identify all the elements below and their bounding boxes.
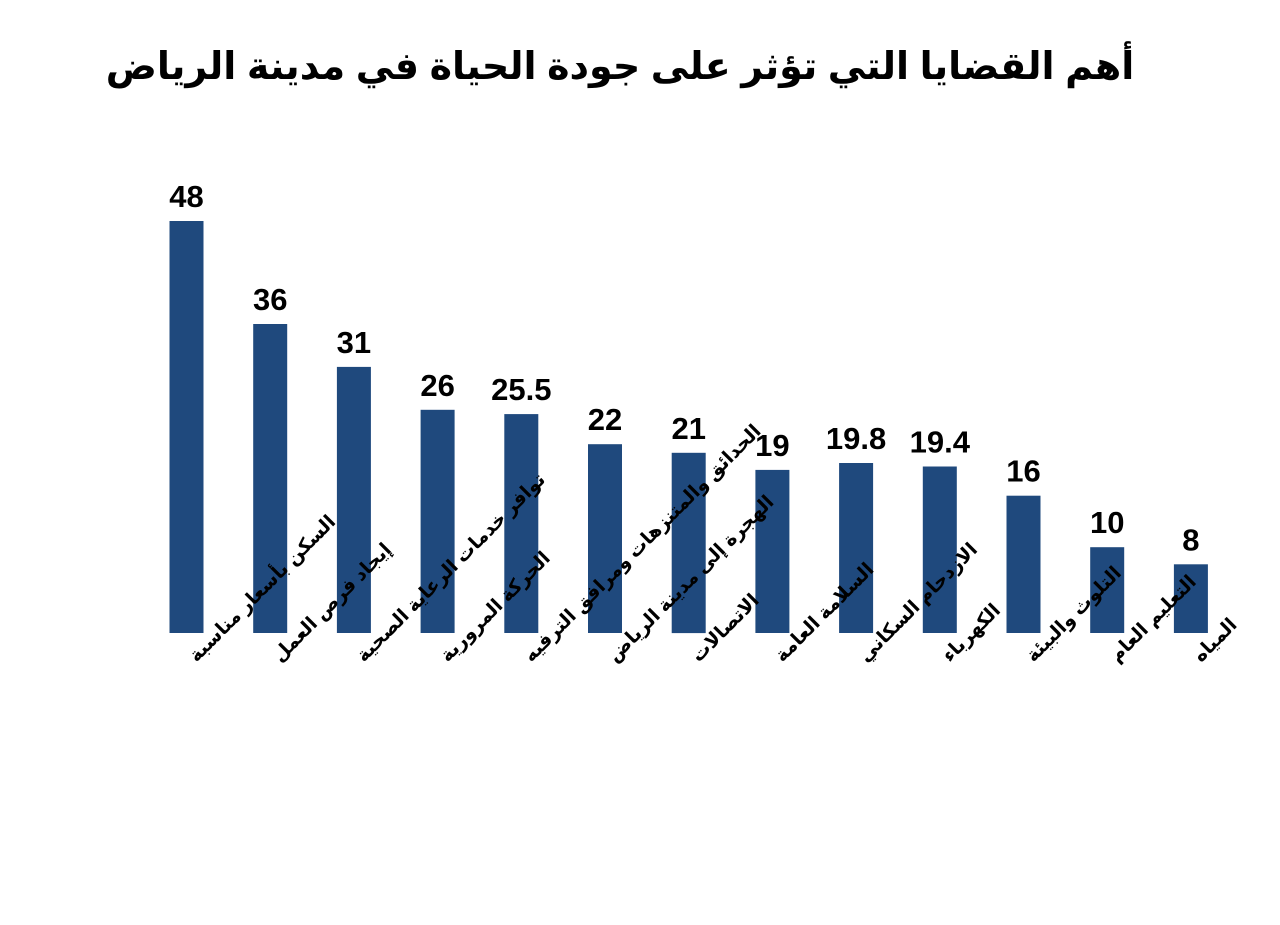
bar <box>1006 495 1041 633</box>
bar <box>504 414 539 633</box>
bar-value-label: 22 <box>588 402 622 437</box>
bar-value-label: 19.4 <box>910 425 971 460</box>
bar <box>1173 564 1208 633</box>
bar-value-label: 19 <box>755 428 789 463</box>
bar-value-label: 19.8 <box>826 421 886 456</box>
bar-value-label: 21 <box>671 411 705 446</box>
bar-value-label: 25.5 <box>491 372 551 407</box>
bar <box>839 463 874 633</box>
bar-value-label: 10 <box>1090 505 1124 540</box>
bar <box>922 466 957 633</box>
bar <box>253 324 288 633</box>
bar-value-label: 8 <box>1182 522 1199 557</box>
bar-value-label: 16 <box>1006 454 1040 489</box>
bar <box>420 409 455 633</box>
bar-value-label: 48 <box>169 179 203 214</box>
bar <box>1090 547 1125 633</box>
bars-group <box>169 221 1208 634</box>
bar-value-label: 36 <box>253 282 287 317</box>
bar <box>588 444 622 633</box>
value-labels-group: 48 36 31 26 25.5 22 21 19 19.8 19.4 16 10 8 <box>169 179 1199 557</box>
bar <box>169 221 204 633</box>
bar-value-label: 31 <box>337 325 371 360</box>
chart-title: أهم القضايا التي تؤثر على جودة الحياة في… <box>105 46 1135 88</box>
bar <box>336 366 371 633</box>
bar-value-label: 26 <box>420 368 454 403</box>
bar <box>671 452 706 634</box>
bar <box>755 469 790 633</box>
